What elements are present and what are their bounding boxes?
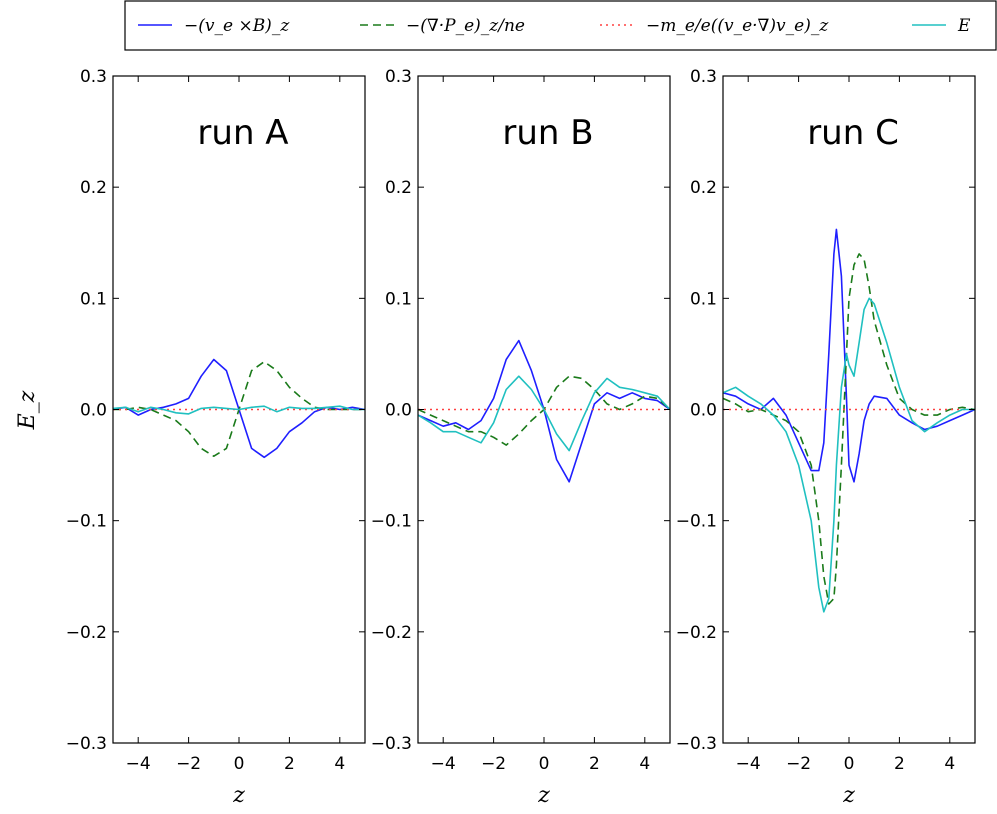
x-tick-label: −2: [481, 754, 506, 774]
x-tick-label: 4: [334, 754, 345, 774]
x-tick-label: −4: [431, 754, 456, 774]
y-tick-label: 0.3: [385, 67, 412, 87]
x-tick-label: −2: [786, 754, 811, 774]
series-line-1: [723, 228, 975, 483]
series-line-2: [723, 253, 975, 605]
y-tick-label: 0.2: [80, 178, 107, 198]
y-tick-label: −0.1: [66, 512, 107, 532]
y-tick-label: 0.1: [690, 289, 717, 309]
y-tick-label: −0.2: [371, 623, 412, 643]
x-tick-label: 2: [894, 754, 905, 774]
panel-title: run B: [502, 113, 593, 153]
x-axis-label: z: [232, 783, 245, 808]
y-tick-label: −0.1: [371, 512, 412, 532]
y-tick-label: 0.1: [80, 289, 107, 309]
x-tick-label: 4: [944, 754, 955, 774]
panel-3: −4 −2 0 2 4 −0.3 −0.2 −0.1 0.0 0.1 0.2 0.3 run C z: [676, 67, 976, 808]
series-line-4: [723, 297, 975, 613]
y-tick-label: 0.0: [80, 401, 107, 421]
x-tick-label: 2: [284, 754, 295, 774]
y-tick-label: −0.3: [676, 734, 717, 754]
y-tick-label: −0.2: [676, 623, 717, 643]
y-tick-label: 0.0: [385, 401, 412, 421]
y-tick-label: 0.3: [690, 67, 717, 87]
x-tick-label: 0: [844, 754, 855, 774]
x-tick-label: 2: [589, 754, 600, 774]
y-axis-label-text: E_z: [15, 390, 40, 430]
y-tick-label: 0.2: [690, 178, 717, 198]
y-tick-label: −0.1: [676, 512, 717, 532]
y-tick-label: −0.3: [66, 734, 107, 754]
panel-2: −4 −2 0 2 4 −0.3 −0.2 −0.1 0.0 0.1 0.2 0.3 run B z: [371, 67, 671, 808]
series-line-4: [418, 375, 670, 452]
legend-label-1: −(v_e ×B)_z: [184, 16, 290, 36]
x-tick-label: 0: [234, 754, 245, 774]
legend-label-4: E: [957, 16, 971, 36]
y-tick-label: −0.2: [66, 623, 107, 643]
panel-1: −4 −2 0 2 4 −0.3 −0.2 −0.1 0.0 0.1 0.2 0.3 run A z: [66, 67, 366, 808]
x-tick-label: −2: [176, 754, 201, 774]
series-line-4: [113, 405, 365, 415]
panel-title: run C: [807, 113, 899, 153]
x-tick-label: 4: [639, 754, 650, 774]
legend: −(v_e ×B)_z −(∇·P_e)_z/ne −m_e/e((v_e·∇)v_…: [124, 0, 997, 51]
y-tick-label: −0.3: [371, 734, 412, 754]
y-tick-label: 0.2: [385, 178, 412, 198]
legend-label-3: −m_e/e((v_e·∇)v_e)_z: [646, 16, 829, 36]
x-tick-label: 0: [539, 754, 550, 774]
y-tick-label: 0.3: [80, 67, 107, 87]
x-tick-label: −4: [126, 754, 151, 774]
panel-title: run A: [197, 113, 288, 153]
legend-label-2: −(∇·P_e)_z/ne: [406, 16, 525, 36]
y-axis-label: E_z: [15, 390, 40, 430]
legend-frame: [124, 0, 997, 51]
y-tick-label: 0.1: [385, 289, 412, 309]
x-tick-label: −4: [736, 754, 761, 774]
x-axis-label: z: [842, 783, 855, 808]
x-axis-label: z: [537, 783, 550, 808]
y-tick-label: 0.0: [690, 401, 717, 421]
